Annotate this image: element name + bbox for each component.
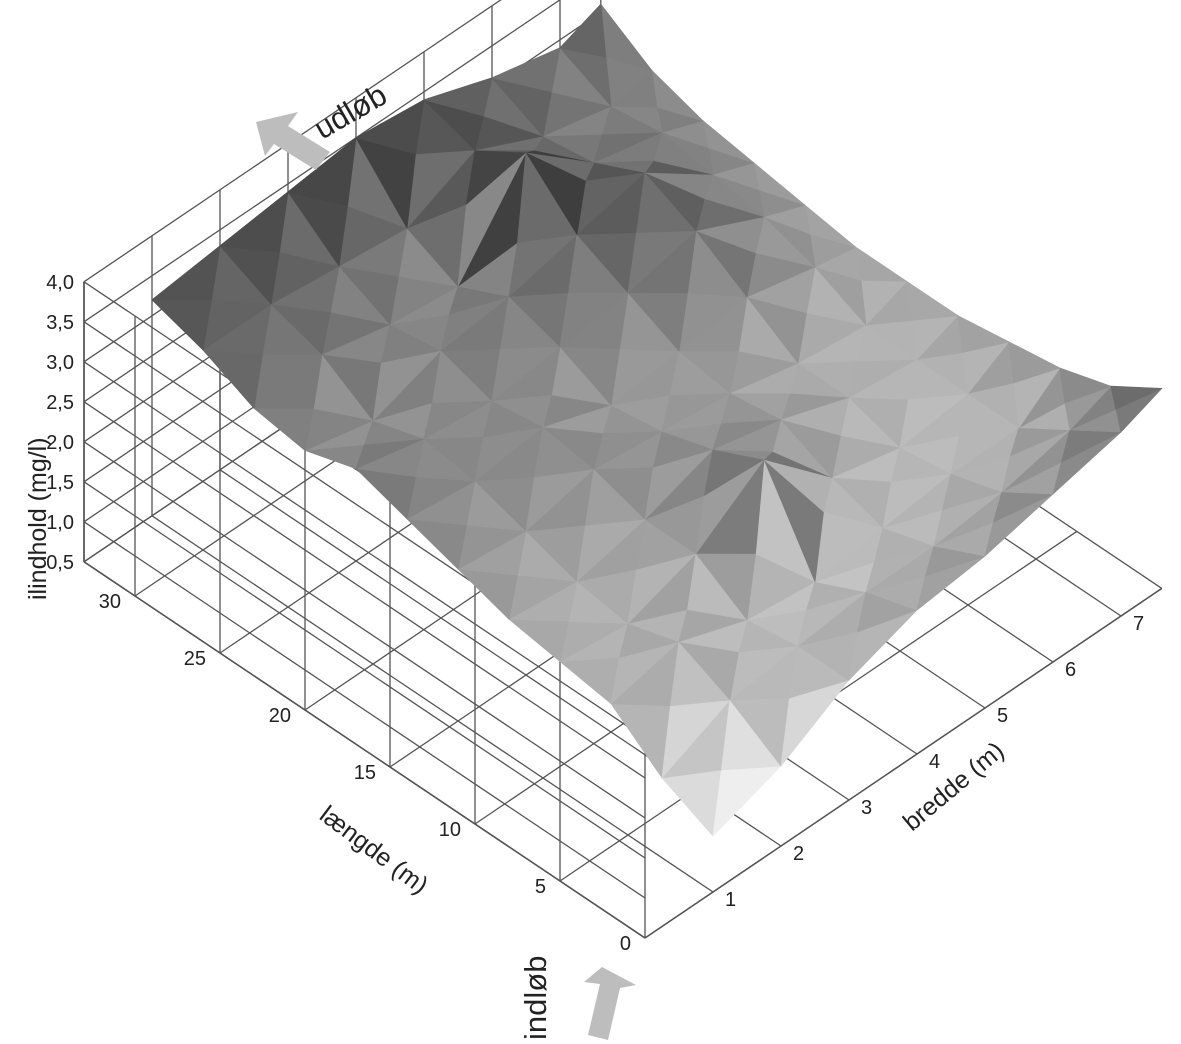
- surface-facet: [559, 657, 620, 704]
- wall-gridline-z: [83, 0, 561, 323]
- y-axis-line: [644, 587, 1163, 939]
- z-tick-label: 4,0: [46, 272, 74, 294]
- z-tick-label: 2,0: [46, 432, 74, 454]
- surface-facet: [1059, 367, 1112, 404]
- x-tick-label: 20: [269, 705, 291, 727]
- surface-facet: [957, 315, 1010, 353]
- wall-gridline-z: [83, 441, 646, 819]
- surface-facet: [457, 568, 518, 620]
- y-tick-label: 7: [1133, 613, 1144, 635]
- surface-facet: [202, 349, 263, 409]
- z-tick-label: 2,5: [46, 392, 74, 414]
- z-tick-label: 1,0: [46, 512, 74, 534]
- y-tick-label: 6: [1065, 659, 1076, 681]
- surface-facet: [253, 407, 314, 451]
- axis-lines: [83, 281, 1163, 939]
- outlet-arrow-icon: [256, 112, 330, 170]
- x-tick-label: 25: [184, 648, 206, 670]
- surface-facet: [559, 3, 607, 58]
- surface-facet: [219, 191, 289, 253]
- x-tick-label: 5: [535, 876, 546, 898]
- z-tick-label: 1,5: [46, 472, 74, 494]
- wall-gridline-z: [83, 361, 646, 739]
- surface-facet: [906, 280, 959, 321]
- x-tick-label: 0: [620, 933, 631, 955]
- surface-facet: [355, 468, 416, 520]
- surface-facet: [423, 77, 493, 117]
- y-tick-label: 1: [725, 889, 736, 911]
- surface-facet: [287, 137, 357, 207]
- surface-facet: [151, 245, 221, 301]
- wall-gridline-z: [83, 521, 646, 899]
- y-tick-label: 4: [929, 751, 940, 773]
- floor-gridline-y: [151, 515, 714, 893]
- inlet-arrow-icon: [584, 967, 636, 1040]
- x-axis-line: [83, 561, 646, 939]
- surface-facet: [610, 703, 671, 779]
- x-axis-title: længde (m): [314, 800, 433, 899]
- wall-gridline-z: [83, 0, 502, 283]
- surface-facet: [508, 618, 569, 662]
- surface-facet: [151, 299, 212, 351]
- oxygen-surface: [151, 3, 1163, 837]
- surface-facet: [491, 47, 561, 93]
- surface-facet: [712, 765, 782, 837]
- x-tick-label: 30: [99, 591, 121, 613]
- y-tick-label: 3: [861, 797, 872, 819]
- inlet-annotation: indløb: [518, 956, 636, 1040]
- z-tick-label: 3,5: [46, 312, 74, 334]
- surface-facet: [1110, 385, 1163, 410]
- x-tick-label: 15: [354, 762, 376, 784]
- y-tick-label: 5: [997, 705, 1008, 727]
- surface-facet: [855, 246, 908, 282]
- inlet-label: indløb: [518, 956, 553, 1040]
- surface-facet: [1008, 341, 1061, 384]
- surface-facet: [355, 99, 425, 155]
- tick-labels: 0 5 10 15 20 25 30 1 2 3 4 5 6 7 0,5 1,0 1,5 2,0 2,5 3,0 3,5…: [46, 272, 1144, 955]
- x-tick-label: 10: [439, 819, 461, 841]
- surface-facet: [661, 769, 722, 837]
- z-tick-label: 0,5: [46, 552, 74, 574]
- wall-gridline-z: [83, 401, 646, 779]
- z-tick-label: 3,0: [46, 352, 74, 374]
- y-axis-title: bredde (m): [898, 737, 1010, 837]
- z-axis-title: ilindhold (mg/l): [24, 437, 52, 600]
- y-tick-label: 2: [793, 843, 804, 865]
